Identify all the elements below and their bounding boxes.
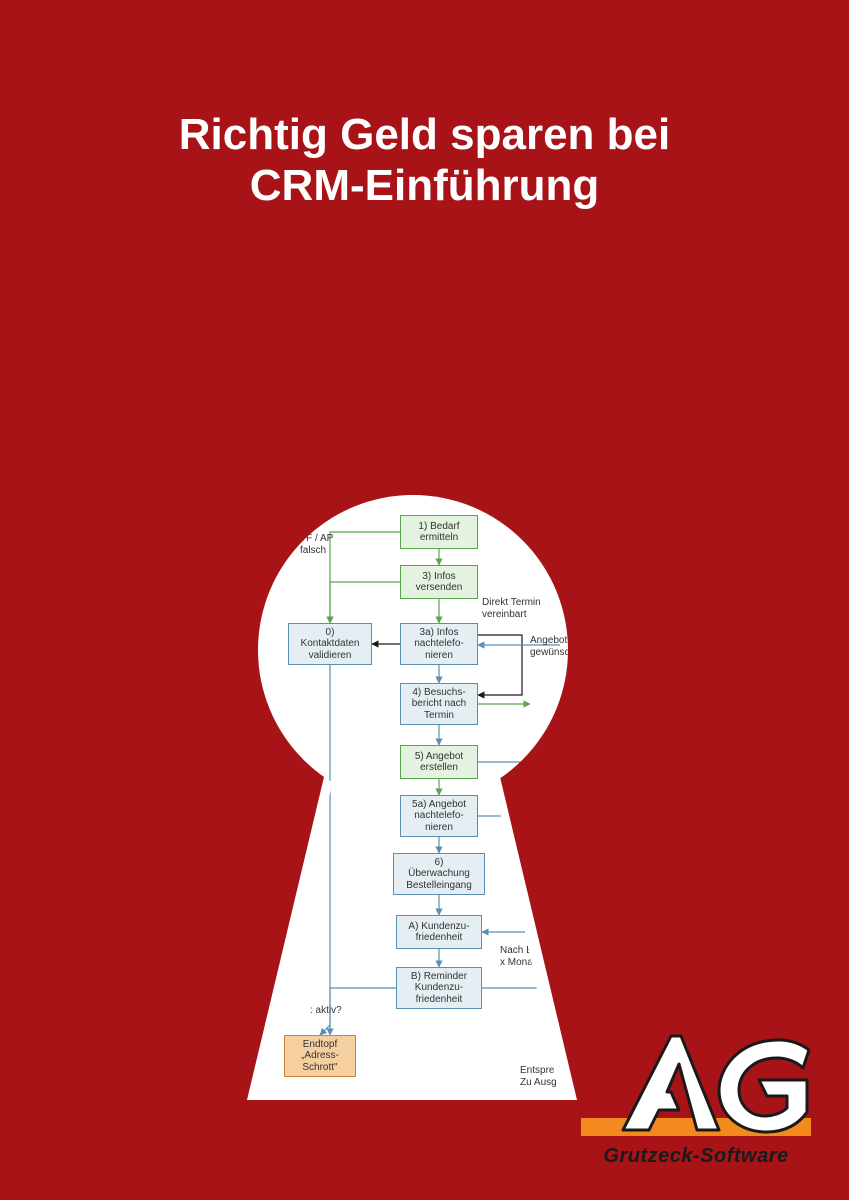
flow-edge bbox=[330, 582, 400, 623]
title-line-2: CRM-Einführung bbox=[0, 161, 849, 212]
page-title: Richtig Geld sparen bei CRM-Einführung bbox=[0, 110, 849, 211]
page: Richtig Geld sparen bei CRM-Einführung bbox=[0, 0, 849, 1200]
company-logo: Grutzeck-Software bbox=[581, 1030, 811, 1170]
flow-node: A) Kundenzu- friedenheit bbox=[396, 915, 482, 949]
flow-edge-label: : aktiv? bbox=[310, 1005, 342, 1017]
logo-text: Grutzeck-Software bbox=[581, 1145, 811, 1168]
flow-edge bbox=[320, 665, 330, 1035]
flow-node: 3a) Infos nachtelefo- nieren bbox=[400, 623, 478, 665]
flow-node: Endtopf „Adress- Schrott" bbox=[284, 1035, 356, 1077]
flow-node: 5) Angebot erstellen bbox=[400, 745, 478, 779]
flow-node: 4) Besuchs- bericht nach Termin bbox=[400, 683, 478, 725]
flow-edge-label: Angebot gewünscht bbox=[530, 635, 578, 658]
flow-node: 6) Überwachung Bestelleingang bbox=[393, 853, 485, 895]
logo-mark bbox=[609, 1030, 839, 1145]
flow-edge bbox=[330, 532, 400, 623]
title-line-1: Richtig Geld sparen bei bbox=[0, 110, 849, 161]
flow-node: 1) Bedarf ermitteln bbox=[400, 515, 478, 549]
flow-node: 0) Kontaktdaten validieren bbox=[288, 623, 372, 665]
flow-node: 3) Infos versenden bbox=[400, 565, 478, 599]
flow-node: 5a) Angebot nachtelefo- nieren bbox=[400, 795, 478, 837]
flow-node: B) Reminder Kundenzu- friedenheit bbox=[396, 967, 482, 1009]
flow-edge-label: TF / AP falsch bbox=[300, 533, 333, 556]
flow-edge bbox=[478, 635, 522, 695]
flow-edge-label: Direkt Termin vereinbart bbox=[482, 597, 541, 620]
